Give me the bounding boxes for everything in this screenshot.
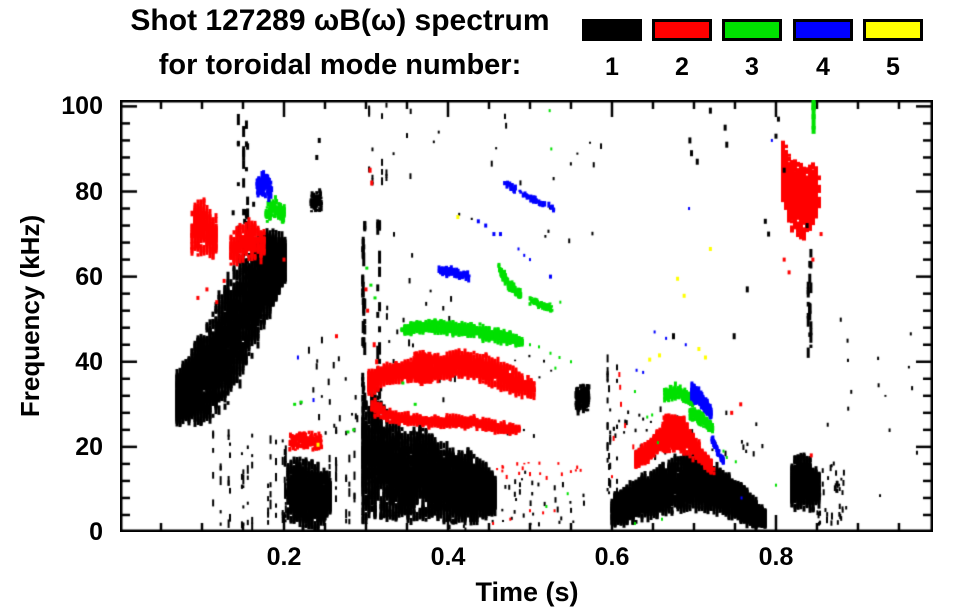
x-axis-title: Time (s) [475,577,579,607]
y-tick-label-100: 100 [61,92,103,120]
y-tick-label-20: 20 [75,433,103,461]
legend-swatch-mode-2 [652,19,712,41]
legend-swatch-mode-5 [863,19,923,41]
legend-swatch-mode-3 [722,19,782,41]
y-tick-label-0: 0 [89,518,103,546]
legend-label-mode-1: 1 [605,53,619,81]
legend-label-mode-4: 4 [816,53,830,81]
x-tick-label-0.2: 0.2 [266,543,302,571]
y-tick-label-80: 80 [75,178,103,206]
chart-subtitle: for toroidal mode number: [158,49,522,81]
legend-swatch-mode-4 [793,19,853,41]
legend-label-mode-5: 5 [886,53,900,81]
plot-canvas [120,100,933,532]
legend-label-mode-3: 3 [745,53,759,81]
y-tick-label-40: 40 [75,348,103,376]
y-axis-title: Frequency (kHz) [15,214,45,418]
x-tick-label-0.8: 0.8 [758,543,794,571]
chart-title: Shot 127289 ωB(ω) spectrum [130,4,550,37]
legend-label-mode-2: 2 [675,53,689,81]
y-tick-label-60: 60 [75,263,103,291]
x-tick-label-0.6: 0.6 [594,543,630,571]
x-tick-label-0.4: 0.4 [430,543,466,571]
legend-swatch-mode-1 [582,19,642,41]
